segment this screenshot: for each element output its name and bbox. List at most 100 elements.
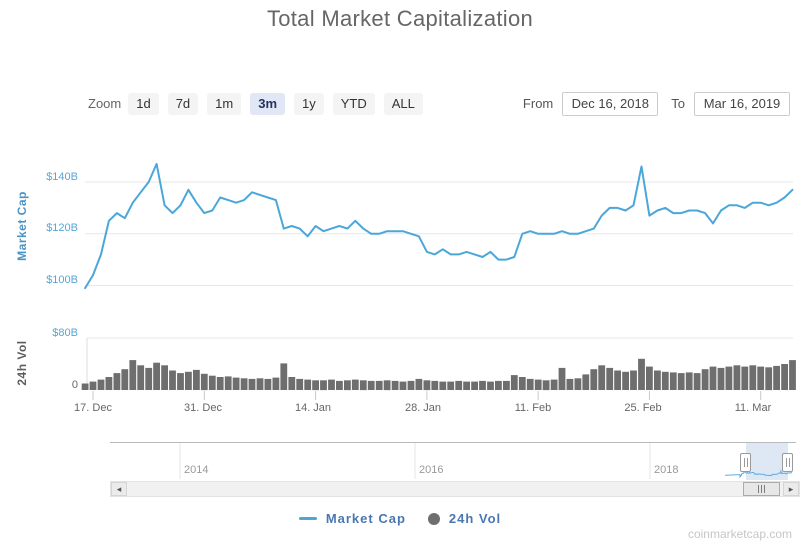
xtick-label: 11. Mar: [734, 402, 772, 414]
volume-bar: [693, 373, 701, 390]
volume-bar: [216, 377, 224, 390]
volume-bar: [503, 380, 510, 390]
volume-bar: [709, 366, 717, 390]
volume-bar: [105, 377, 113, 390]
navigator-selection[interactable]: [746, 443, 788, 480]
navigator-left-handle-icon[interactable]: [740, 453, 751, 472]
volume-bar: [431, 380, 439, 390]
ytick-120b: $120B: [46, 222, 78, 234]
volume-bar: [518, 377, 526, 390]
zoom-button-1y[interactable]: 1y: [294, 92, 324, 115]
volume-bar: [264, 378, 272, 390]
volume-bar: [582, 374, 590, 390]
volume-bar: [749, 365, 757, 390]
volume-bar: [439, 381, 447, 390]
volume-bar: [471, 381, 478, 390]
line-marker-icon: [298, 517, 317, 520]
volume-bar: [304, 379, 312, 390]
volume-bar: [606, 367, 614, 390]
xtick-label: 11. Feb: [514, 402, 552, 414]
volume-bar: [415, 378, 423, 390]
range-toolbar: Zoom 1d 7d 1m 3m 1y YTD ALL From To: [88, 91, 790, 116]
volume-bar: [129, 360, 137, 390]
navigator-year-label: 2014: [184, 464, 209, 476]
volume-bar: [288, 377, 296, 390]
volume-bar: [598, 365, 606, 390]
navigator-right-handle-icon[interactable]: [782, 453, 793, 472]
volume-bar: [97, 379, 105, 390]
legend-item-24h-vol[interactable]: 24h Vol: [427, 511, 501, 526]
volume-bar: [654, 370, 661, 390]
to-date-input[interactable]: [694, 91, 790, 116]
volume-bar: [526, 378, 534, 390]
volume-bar: [487, 381, 494, 390]
volume-bar: [336, 380, 343, 390]
volume-bar: [89, 381, 97, 390]
zoom-button-ytd[interactable]: YTD: [332, 92, 375, 115]
xtick-label: 17. Dec: [74, 402, 112, 414]
zoom-button-1m[interactable]: 1m: [207, 92, 242, 115]
volume-bar: [733, 365, 741, 390]
market-cap-line: [84, 162, 794, 290]
volume-bar: [113, 373, 121, 390]
volume-bar: [383, 380, 391, 391]
volume-bar: [193, 369, 200, 390]
volume-bar: [296, 378, 304, 390]
legend-label: Market Cap: [325, 511, 406, 526]
zoom-button-3m[interactable]: 3m: [250, 92, 286, 115]
scrollbar-thumb[interactable]: [743, 482, 780, 496]
volume-bar: [375, 380, 383, 390]
ytick-100b: $100B: [46, 274, 78, 286]
zoom-button-7d[interactable]: 7d: [167, 92, 199, 115]
volume-bar: [550, 379, 558, 390]
volume-bar: [614, 370, 621, 390]
volume-bar: [566, 378, 574, 390]
scrollbar-right-arrow-icon[interactable]: ▸: [783, 482, 799, 496]
legend-item-market-cap[interactable]: Market Cap: [298, 511, 406, 526]
volume-bar: [479, 380, 486, 390]
volume-bar: [510, 375, 518, 390]
volume-bar: [622, 371, 629, 390]
volume-bar: [757, 366, 765, 390]
volume-bar: [741, 366, 749, 390]
xtick-label: 28. Jan: [404, 402, 442, 414]
volume-bar: [789, 360, 796, 390]
volume-bar: [685, 372, 693, 390]
volume-bar: [208, 375, 216, 390]
volume-bar: [81, 383, 89, 390]
volume-bar: [542, 380, 550, 391]
volume-bar: [232, 377, 240, 390]
volume-bar: [638, 358, 645, 390]
volume-bar: [701, 369, 709, 390]
volume-bar: [145, 367, 153, 390]
volume-bar: [312, 380, 319, 391]
ytick-vol-80b: $80B: [52, 327, 78, 339]
zoom-button-1d[interactable]: 1d: [128, 92, 159, 115]
volume-bar: [240, 378, 248, 390]
scrollbar-track[interactable]: ◂ ▸: [110, 481, 800, 497]
volume-bar: [169, 370, 176, 390]
volume-bar: [781, 364, 788, 390]
volume-bar: [765, 367, 773, 391]
volume-bar: [359, 380, 367, 391]
volume-bar: [391, 380, 399, 390]
xtick-label: 25. Feb: [624, 402, 662, 414]
xtick-label: 31. Dec: [184, 402, 222, 414]
volume-bar: [574, 378, 582, 390]
zoom-button-all[interactable]: ALL: [383, 92, 423, 115]
volume-bar: [455, 380, 463, 390]
watermark: coinmarketcap.com: [687, 527, 792, 541]
volume-bar: [272, 377, 280, 390]
navigator-year-label: 2018: [654, 464, 679, 476]
volume-bar: [224, 376, 232, 390]
volume-bar: [161, 365, 168, 390]
from-label: From: [522, 96, 554, 111]
from-date-input[interactable]: [562, 91, 659, 116]
scrollbar-left-arrow-icon[interactable]: ◂: [111, 482, 127, 496]
volume-bar: [137, 365, 145, 390]
navigator-series-line: [724, 469, 793, 479]
volume-bar: [495, 380, 502, 390]
volume-bar: [717, 367, 725, 390]
